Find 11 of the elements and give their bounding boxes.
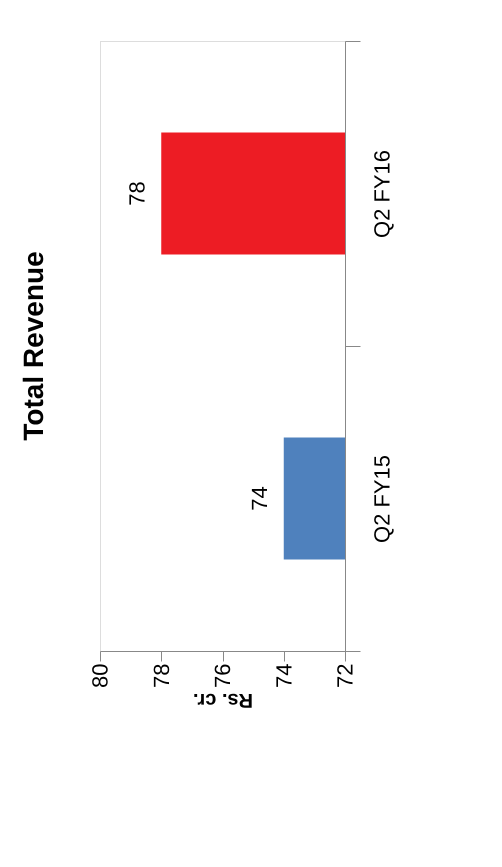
x-tick-label: 76 (210, 664, 235, 688)
data-label: 78 (124, 181, 150, 206)
x-tick-label: 72 (332, 664, 358, 688)
x-tick-label: 74 (271, 664, 296, 688)
data-label: 74 (246, 486, 272, 511)
x-axis-title: Rs. cr. (192, 688, 254, 711)
y-tick-label: Q2 FY16 (370, 150, 394, 238)
x-tick-label: 80 (88, 664, 112, 688)
x-tick-label: 78 (148, 664, 174, 688)
text: Total Revenue (18, 251, 49, 441)
y-tick-label: Q2 FY15 (370, 454, 394, 544)
